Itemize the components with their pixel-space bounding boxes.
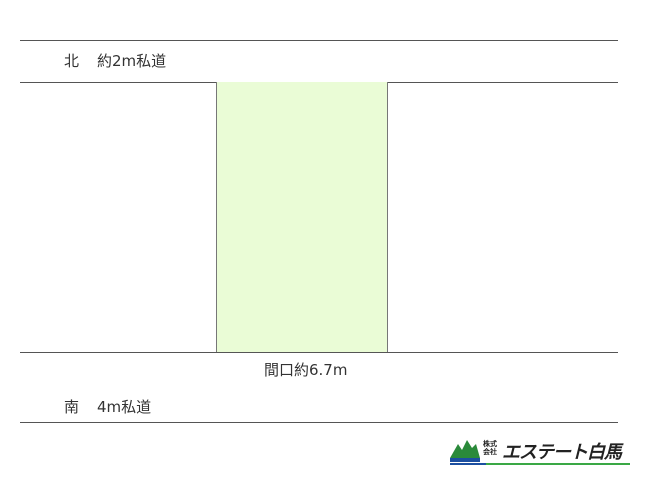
south-road-label: 4m私道: [97, 398, 152, 416]
south-direction: 南: [64, 398, 80, 416]
south-road-bottom-line: [20, 422, 618, 423]
north-road-top-line: [20, 40, 618, 41]
logo-underline: [450, 463, 630, 465]
south-road-top-line: [20, 352, 618, 353]
north-label: 北約2m私道: [64, 50, 166, 71]
lot-plot: [216, 82, 388, 352]
frontage-label: 間口約6.7m: [264, 361, 348, 379]
logo-company-type: 株式会社: [483, 440, 497, 456]
north-road-label: 約2m私道: [97, 52, 167, 70]
mountain-logo-icon: [450, 440, 480, 462]
logo-company-name: エステート白馬: [502, 442, 622, 463]
south-label: 南 4m私道: [64, 396, 151, 417]
north-direction: 北: [64, 52, 80, 70]
company-logo: 株式会社 エステート白馬: [450, 438, 635, 468]
